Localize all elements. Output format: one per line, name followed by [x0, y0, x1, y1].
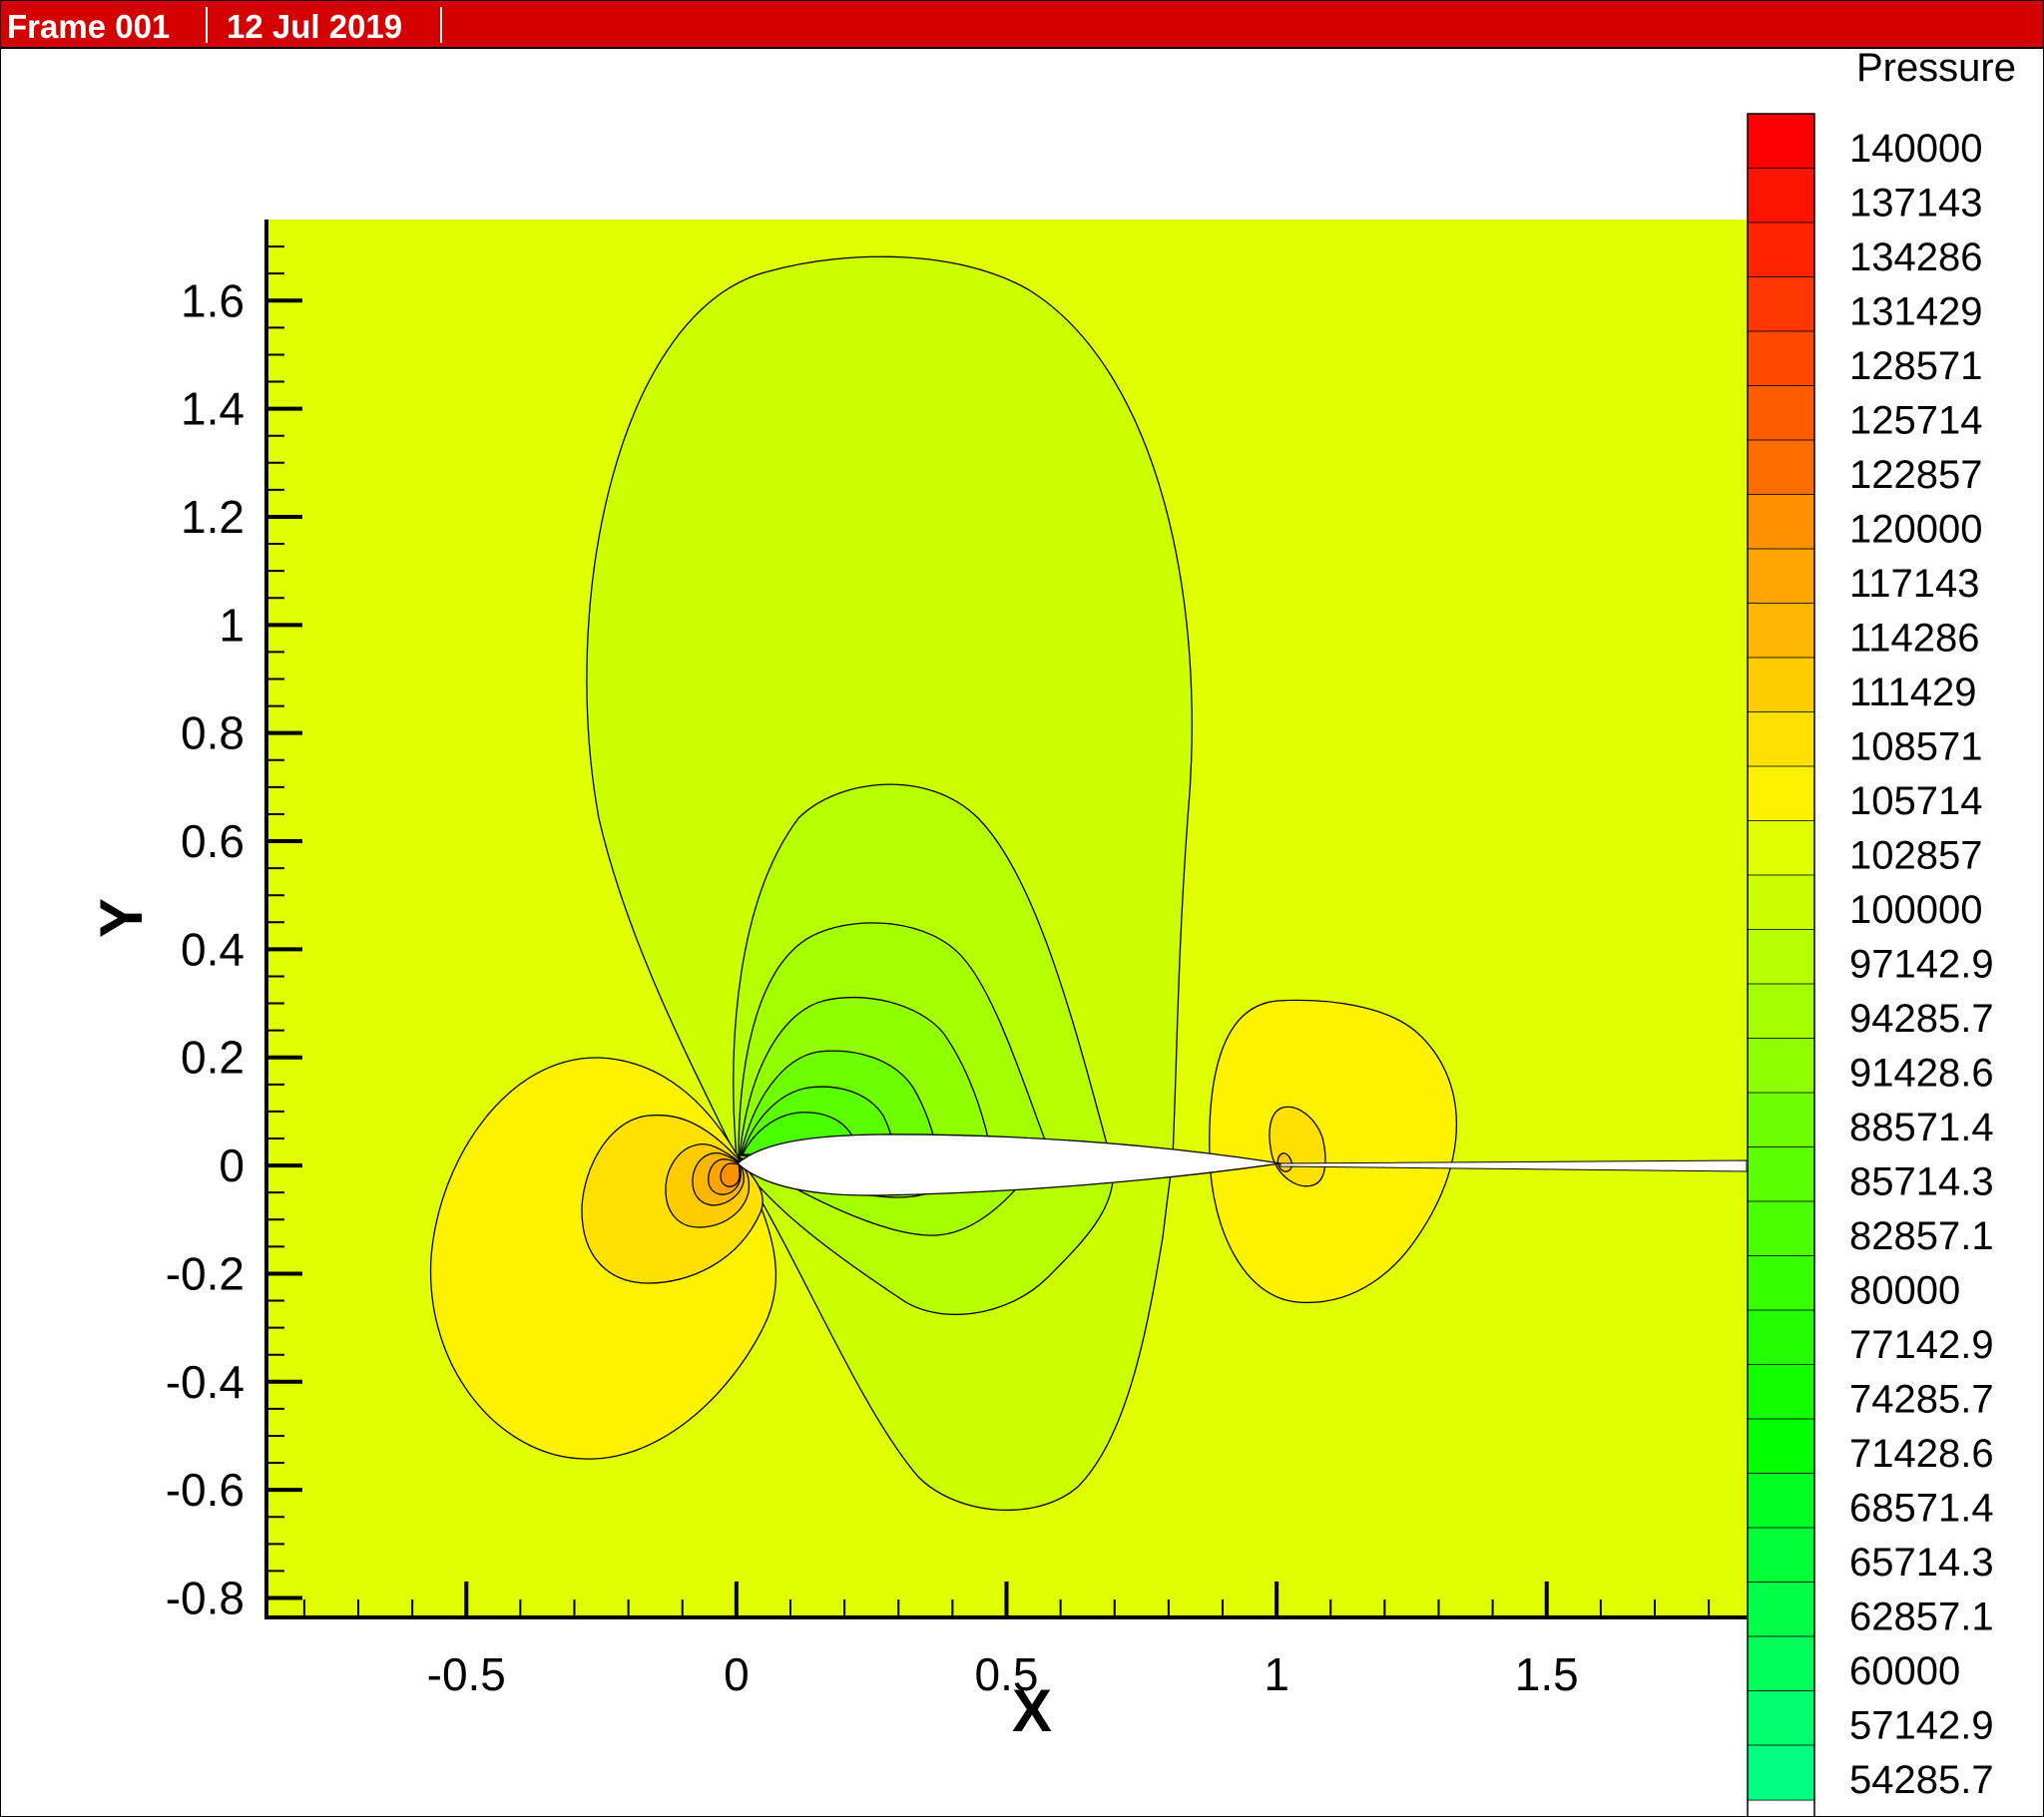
x-tick-label: 1 — [1264, 1648, 1289, 1700]
y-tick-label: 0.6 — [181, 815, 245, 867]
legend-swatch — [1747, 1309, 1815, 1366]
legend-label: 88571.4 — [1849, 1106, 1994, 1149]
legend-label: 71428.6 — [1849, 1432, 1994, 1476]
legend-label: 102857 — [1849, 834, 1982, 878]
legend-swatch — [1747, 385, 1815, 441]
frame-header: Frame 001 12 Jul 2019 — [0, 0, 2044, 48]
legend-swatch — [1747, 1364, 1815, 1420]
legend-swatch — [1747, 929, 1815, 985]
y-tick-label: 0.2 — [181, 1032, 245, 1084]
x-tick-label: 1.5 — [1515, 1648, 1579, 1700]
legend-swatch — [1747, 1146, 1815, 1202]
legend-swatch — [1747, 1690, 1815, 1746]
header-separator — [440, 7, 442, 43]
legend-label: 128571 — [1849, 344, 1982, 388]
legend-swatch — [1747, 330, 1815, 387]
legend-label: 140000 — [1849, 127, 1982, 171]
legend-swatch — [1747, 1582, 1815, 1637]
legend-swatch — [1747, 1635, 1815, 1692]
legend-swatch — [1747, 1200, 1815, 1257]
y-axis-title: Y — [88, 898, 155, 938]
legend-swatch — [1747, 1255, 1815, 1311]
date-label: 12 Jul 2019 — [227, 8, 403, 45]
legend-label: 120000 — [1849, 508, 1982, 552]
legend-swatch — [1747, 603, 1815, 659]
legend-swatch — [1747, 168, 1815, 224]
y-tick-label: 1 — [219, 599, 245, 651]
legend-swatch — [1747, 1744, 1815, 1801]
legend-swatch — [1747, 113, 1815, 170]
y-tick-label: 0.8 — [181, 707, 245, 759]
header-separator — [206, 7, 208, 43]
legend-swatch — [1747, 765, 1815, 822]
legend-label: 122857 — [1849, 453, 1982, 497]
legend-label: 57142.9 — [1849, 1704, 1994, 1748]
legend-label: 91428.6 — [1849, 1052, 1994, 1096]
legend-label: 108571 — [1849, 725, 1982, 769]
legend-label: 62857.1 — [1849, 1595, 1994, 1639]
y-tick-label: 0 — [219, 1139, 245, 1191]
legend-swatch — [1747, 222, 1815, 278]
y-tick-label: 1.2 — [181, 491, 245, 543]
legend-label: 131429 — [1849, 290, 1982, 334]
legend-swatch — [1747, 657, 1815, 713]
legend-swatch — [1747, 1527, 1815, 1584]
y-tick-label: 1.6 — [181, 274, 245, 326]
legend-label: 80000 — [1849, 1269, 1960, 1313]
legend-label: 60000 — [1849, 1649, 1960, 1693]
y-tick-label: -0.8 — [166, 1572, 245, 1623]
contour-region — [720, 1162, 741, 1187]
y-tick-label: 0.4 — [181, 923, 245, 975]
wake — [1279, 1159, 1747, 1172]
legend-swatch — [1747, 494, 1815, 550]
legend-swatch — [1747, 1418, 1815, 1475]
legend-label: 54285.7 — [1849, 1758, 1994, 1802]
legend-bar-frame — [1747, 113, 1815, 1817]
y-tick-label: -0.6 — [166, 1464, 245, 1516]
legend-label: 97142.9 — [1849, 943, 1994, 987]
legend-label: 74285.7 — [1849, 1378, 1994, 1422]
legend-swatch — [1747, 1473, 1815, 1529]
legend-label: 100000 — [1849, 888, 1982, 932]
x-tick-label: 0 — [724, 1648, 750, 1700]
legend-title: Pressure — [1856, 46, 2016, 90]
x-tick-label: -0.5 — [427, 1648, 506, 1700]
y-tick-label: 1.4 — [181, 383, 245, 435]
legend-label: 85714.3 — [1849, 1160, 1994, 1204]
legend-label: 125714 — [1849, 399, 1982, 443]
legend-swatch — [1747, 711, 1815, 767]
frame-label: Frame 001 — [7, 8, 171, 45]
legend-swatch — [1747, 276, 1815, 332]
legend-label: 134286 — [1849, 235, 1982, 279]
x-axis-title: X — [1012, 1677, 1052, 1744]
legend-swatch — [1747, 1038, 1815, 1094]
legend-label: 105714 — [1849, 779, 1982, 823]
x-tick-label: 0.5 — [975, 1648, 1039, 1700]
legend-swatch — [1747, 439, 1815, 496]
legend-swatch — [1747, 1092, 1815, 1148]
legend-label: 114286 — [1849, 617, 1980, 661]
legend-swatch — [1747, 820, 1815, 876]
legend-label: 68571.4 — [1849, 1487, 1994, 1531]
legend-label: 111429 — [1849, 671, 1977, 714]
legend-swatch — [1747, 874, 1815, 931]
legend-label: 65714.3 — [1849, 1541, 1994, 1585]
legend-label: 117143 — [1849, 562, 1980, 606]
legend-label: 137143 — [1849, 182, 1982, 226]
contour-region — [1209, 999, 1458, 1304]
legend-swatch — [1747, 548, 1815, 605]
legend-label: 82857.1 — [1849, 1214, 1994, 1258]
y-tick-label: -0.4 — [166, 1356, 245, 1408]
legend-swatch — [1747, 983, 1815, 1040]
legend-label: 77142.9 — [1849, 1323, 1994, 1367]
y-tick-label: -0.2 — [166, 1247, 245, 1299]
legend-label: 94285.7 — [1849, 997, 1994, 1041]
